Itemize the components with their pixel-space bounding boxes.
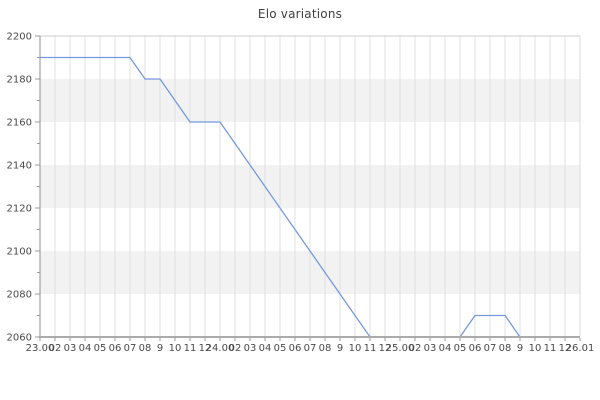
x-tick-label: 10 xyxy=(349,343,362,354)
x-tick-label: 07 xyxy=(304,343,317,354)
y-tick-label: 2080 xyxy=(7,290,32,301)
x-tick-label: 06 xyxy=(469,343,482,354)
x-tick-label: 06 xyxy=(289,343,302,354)
x-tick-label: 07 xyxy=(484,343,497,354)
y-tick-label: 2200 xyxy=(7,32,32,43)
x-tick-label: 11 xyxy=(184,343,197,354)
x-tick-label: 12 xyxy=(559,343,572,354)
x-tick-label: 10 xyxy=(169,343,182,354)
y-tick-labels: 2060 2080 2100 2120 2140 2160 2180 2200 xyxy=(7,32,32,344)
x-tick-label: 03 xyxy=(424,343,437,354)
x-tick-label: 12 xyxy=(379,343,392,354)
x-tick-label: 02 xyxy=(229,343,242,354)
x-tick-label: 04 xyxy=(79,343,92,354)
y-tick-label: 2180 xyxy=(7,75,32,86)
x-tick-label: 02 xyxy=(409,343,422,354)
x-tick-label: 05 xyxy=(94,343,107,354)
x-tick-label: 05 xyxy=(274,343,287,354)
x-tick-label: 25.00 xyxy=(386,343,415,354)
y-tick-label: 2100 xyxy=(7,247,32,258)
x-tick-label: 12 xyxy=(199,343,212,354)
tick-marks xyxy=(35,35,581,341)
y-tick-label: 2160 xyxy=(7,118,32,129)
x-tick-label: 03 xyxy=(64,343,77,354)
x-tick-label: 24.00 xyxy=(206,343,235,354)
x-tick-label: 04 xyxy=(439,343,452,354)
x-tick-label: 08 xyxy=(499,343,512,354)
x-tick-label: 9 xyxy=(517,343,523,354)
x-tick-label: 05 xyxy=(454,343,467,354)
elo-series xyxy=(40,56,580,338)
elo-line xyxy=(40,56,580,338)
x-gridlines xyxy=(54,36,581,337)
chart-title: Elo variations xyxy=(257,7,343,21)
x-tick-label: 26.01 xyxy=(566,343,595,354)
y-tick-label: 2060 xyxy=(7,333,32,344)
x-tick-label: 04 xyxy=(259,343,272,354)
x-tick-label: 02 xyxy=(49,343,62,354)
x-tick-label: 11 xyxy=(544,343,557,354)
x-tick-label: 11 xyxy=(364,343,377,354)
y-tick-label: 2120 xyxy=(7,204,32,215)
x-tick-label: 03 xyxy=(244,343,257,354)
x-tick-label: 9 xyxy=(157,343,163,354)
x-tick-label: 06 xyxy=(109,343,122,354)
y-tick-label: 2140 xyxy=(7,161,32,172)
x-tick-label: 9 xyxy=(337,343,343,354)
x-tick-label: 10 xyxy=(529,343,542,354)
x-tick-label: 23.00 xyxy=(26,343,55,354)
x-tick-label: 08 xyxy=(139,343,152,354)
axes xyxy=(39,35,581,338)
x-tick-label: 07 xyxy=(124,343,137,354)
x-tick-label: 08 xyxy=(319,343,332,354)
